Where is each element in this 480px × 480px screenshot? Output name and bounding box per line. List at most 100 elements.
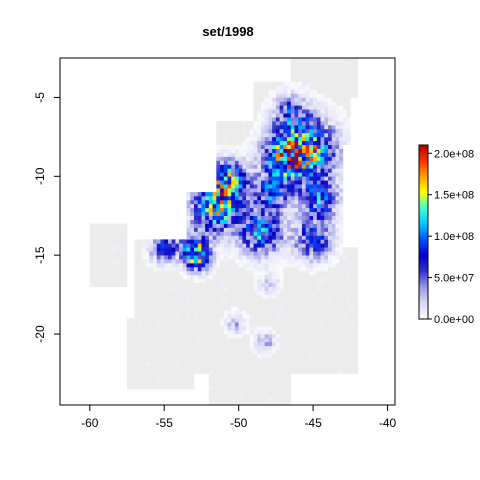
no-data-cell — [316, 357, 321, 362]
no-data-cell — [175, 326, 180, 331]
value-cell — [257, 334, 262, 339]
no-data-cell — [234, 286, 239, 291]
value-cell — [309, 152, 314, 157]
no-data-cell — [279, 322, 284, 327]
no-data-cell — [97, 263, 102, 268]
no-data-cell — [324, 73, 329, 79]
no-data-cell — [290, 337, 295, 343]
no-data-cell — [261, 97, 266, 102]
no-data-cell — [339, 290, 344, 295]
value-cell — [238, 239, 243, 244]
value-cell — [138, 322, 143, 327]
no-data-cell — [145, 282, 150, 288]
value-cell — [264, 251, 269, 256]
value-cell — [298, 219, 303, 224]
value-cell — [339, 184, 344, 189]
value-cell — [223, 239, 228, 244]
value-cell — [268, 282, 273, 288]
value-cell — [246, 215, 251, 220]
no-data-cell — [119, 274, 124, 280]
value-cell — [298, 125, 303, 130]
value-cell — [257, 156, 262, 161]
value-cell — [130, 341, 135, 347]
no-data-cell — [238, 270, 243, 276]
value-cell — [301, 255, 306, 260]
value-cell — [272, 223, 277, 228]
value-cell — [227, 144, 232, 149]
value-cell — [186, 239, 191, 244]
no-data-cell — [313, 77, 318, 82]
value-cell — [182, 243, 187, 248]
value-cell — [313, 172, 318, 177]
no-data-cell — [234, 121, 239, 126]
value-cell — [279, 168, 284, 173]
no-data-cell — [145, 266, 150, 272]
value-cell — [249, 259, 254, 264]
no-data-cell — [231, 349, 236, 355]
no-data-cell — [253, 322, 258, 327]
value-cell — [305, 152, 310, 157]
no-data-cell — [216, 121, 221, 126]
value-cell — [328, 298, 333, 303]
no-data-cell — [93, 239, 98, 244]
no-data-cell — [227, 121, 232, 126]
no-data-cell — [346, 365, 351, 370]
no-data-cell — [320, 369, 325, 374]
value-cell — [220, 176, 225, 181]
value-cell — [253, 184, 258, 189]
no-data-cell — [141, 270, 146, 276]
legend-swatch — [419, 194, 428, 197]
no-data-cell — [313, 286, 318, 291]
value-cell — [197, 207, 202, 213]
no-data-cell — [342, 259, 347, 264]
legend-swatch — [419, 181, 428, 184]
no-data-cell — [246, 389, 251, 394]
no-data-cell — [220, 306, 225, 311]
no-data-cell — [231, 353, 236, 358]
no-data-cell — [339, 81, 344, 86]
no-data-cell — [335, 97, 340, 102]
no-data-cell — [264, 318, 269, 323]
no-data-cell — [328, 302, 333, 307]
no-data-cell — [268, 373, 273, 378]
value-cell — [313, 239, 318, 244]
no-data-cell — [339, 270, 344, 276]
no-data-cell — [339, 58, 344, 63]
value-cell — [313, 164, 318, 169]
value-cell — [257, 148, 262, 153]
no-data-cell — [186, 302, 191, 307]
value-cell — [186, 286, 191, 291]
value-cell — [346, 117, 351, 122]
no-data-cell — [208, 318, 213, 323]
no-data-cell — [313, 310, 318, 315]
value-cell — [305, 192, 310, 197]
value-cell — [313, 259, 318, 264]
value-cell — [175, 251, 180, 256]
value-cell — [331, 176, 336, 181]
value-cell — [287, 109, 292, 114]
no-data-cell — [242, 306, 247, 311]
value-cell — [197, 199, 202, 205]
no-data-cell — [190, 377, 195, 382]
no-data-cell — [138, 282, 143, 288]
no-data-cell — [141, 282, 146, 288]
no-data-cell — [290, 69, 295, 75]
value-cell — [320, 223, 325, 228]
value-cell — [253, 227, 258, 232]
no-data-cell — [313, 314, 318, 319]
value-cell — [290, 310, 295, 315]
no-data-cell — [283, 302, 288, 307]
no-data-cell — [298, 341, 303, 347]
no-data-cell — [216, 306, 221, 311]
value-cell — [287, 207, 292, 213]
no-data-cell — [231, 365, 236, 370]
value-cell — [253, 156, 258, 161]
no-data-cell — [287, 341, 292, 347]
no-data-cell — [130, 353, 135, 358]
no-data-cell — [320, 77, 325, 82]
value-cell — [264, 334, 269, 339]
value-cell — [290, 125, 295, 130]
value-cell — [190, 274, 195, 280]
value-cell — [283, 207, 288, 213]
no-data-cell — [197, 322, 202, 327]
